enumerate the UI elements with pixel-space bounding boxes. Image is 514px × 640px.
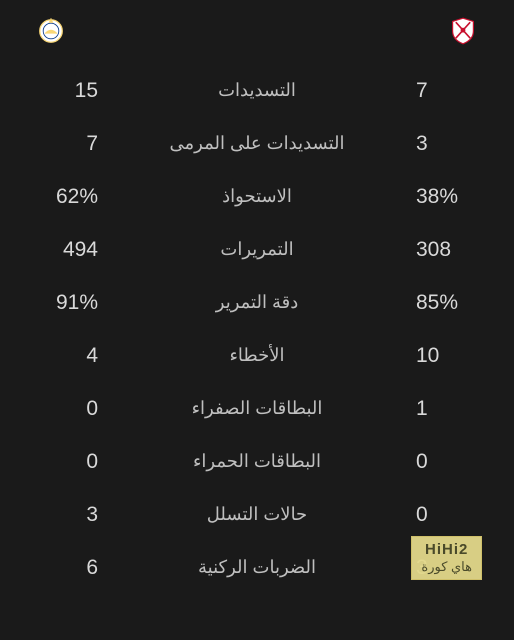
- header: [0, 0, 514, 52]
- left-team-logo-icon: [450, 18, 476, 44]
- stat-label: البطاقات الصفراء: [98, 398, 416, 419]
- stat-value-left: 3: [416, 132, 476, 156]
- watermark: HiHi2 هاي كورة: [411, 536, 482, 580]
- stat-row: 3 الضربات الركنية 6: [38, 541, 476, 594]
- stat-label: حالات التسلل: [98, 504, 416, 525]
- stat-label: الضربات الركنية: [98, 557, 416, 578]
- stat-row: 0 حالات التسلل 3: [38, 488, 476, 541]
- stat-label: التسديدات: [98, 80, 416, 101]
- stat-value-right: 7: [38, 132, 98, 156]
- stat-value-right: 62%: [38, 185, 98, 209]
- stat-value-right: 15: [38, 79, 98, 103]
- stat-row: 10 الأخطاء 4: [38, 329, 476, 382]
- stat-value-left: 308: [416, 238, 476, 262]
- stat-row: 0 البطاقات الحمراء 0: [38, 435, 476, 488]
- stat-value-left: 10: [416, 344, 476, 368]
- right-team-logo-icon: [38, 18, 64, 44]
- stat-row: 85% دقة التمرير 91%: [38, 276, 476, 329]
- stats-list: 7 التسديدات 15 3 التسديدات على المرمى 7 …: [0, 52, 514, 594]
- stat-row: 7 التسديدات 15: [38, 64, 476, 117]
- stat-value-right: 494: [38, 238, 98, 262]
- watermark-line1: HiHi2: [421, 540, 472, 560]
- stat-value-left: 0: [416, 503, 476, 527]
- stat-value-right: 0: [38, 397, 98, 421]
- stat-row: 1 البطاقات الصفراء 0: [38, 382, 476, 435]
- stat-value-left: 1: [416, 397, 476, 421]
- stat-value-left: 85%: [416, 291, 476, 315]
- stat-value-left: 0: [416, 450, 476, 474]
- stat-label: التمريرات: [98, 239, 416, 260]
- stat-value-right: 4: [38, 344, 98, 368]
- stat-label: البطاقات الحمراء: [98, 451, 416, 472]
- stats-panel: 7 التسديدات 15 3 التسديدات على المرمى 7 …: [0, 0, 514, 640]
- watermark-line2: هاي كورة: [421, 559, 472, 576]
- stat-row: 308 التمريرات 494: [38, 223, 476, 276]
- stat-label: التسديدات على المرمى: [98, 133, 416, 154]
- stat-value-left: 38%: [416, 185, 476, 209]
- stat-value-right: 6: [38, 556, 98, 580]
- stat-value-right: 91%: [38, 291, 98, 315]
- stat-value-right: 0: [38, 450, 98, 474]
- stat-row: 3 التسديدات على المرمى 7: [38, 117, 476, 170]
- stat-label: دقة التمرير: [98, 292, 416, 313]
- stat-label: الأخطاء: [98, 345, 416, 366]
- stat-value-left: 7: [416, 79, 476, 103]
- stat-row: 38% الاستحواذ 62%: [38, 170, 476, 223]
- stat-value-right: 3: [38, 503, 98, 527]
- stat-label: الاستحواذ: [98, 186, 416, 207]
